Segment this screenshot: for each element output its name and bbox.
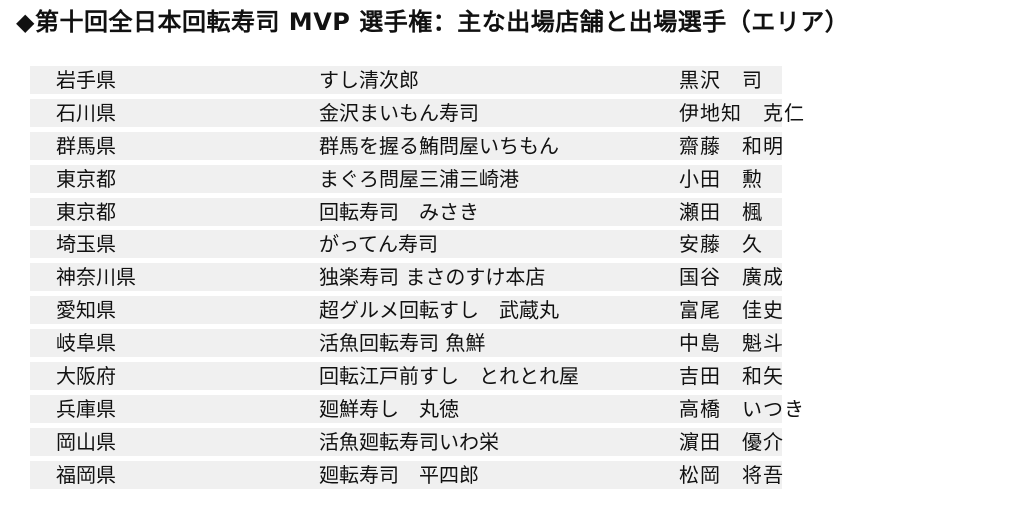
shop-cell: 活魚回転寿司 魚鮮 bbox=[319, 331, 486, 356]
page-title: ◆第十回全日本回転寿司 MVP 選手権：主な出場店舗と出場選手（エリア） bbox=[16, 8, 850, 36]
shop-cell: 群馬を握る鮪問屋いちもん bbox=[319, 133, 559, 158]
row-background bbox=[30, 296, 782, 325]
table-row: 岐阜県 活魚回転寿司 魚鮮 中島 魁斗 bbox=[30, 327, 784, 360]
player-cell: 富尾 佳史 bbox=[679, 298, 784, 323]
player-cell: 中島 魁斗 bbox=[679, 331, 784, 356]
row-background bbox=[30, 460, 782, 489]
table-row: 大阪府 回転江戸前すし とれとれ屋 吉田 和矢 bbox=[30, 360, 784, 393]
player-cell: 瀬田 楓 bbox=[679, 199, 763, 224]
table-row: 愛知県 超グルメ回転すし 武蔵丸 富尾 佳史 bbox=[30, 294, 784, 327]
shop-cell: 回転江戸前すし とれとれ屋 bbox=[319, 364, 579, 389]
player-cell: 安藤 久 bbox=[679, 232, 763, 257]
prefecture-cell: 石川県 bbox=[56, 100, 116, 125]
table-row: 群馬県 群馬を握る鮪問屋いちもん 齋藤 和明 bbox=[30, 130, 784, 163]
table-row: 岩手県 すし清次郎 黒沢 司 bbox=[30, 64, 782, 97]
player-cell: 黒沢 司 bbox=[679, 68, 763, 92]
table-row: 福岡県 廻転寿司 平四郎 松岡 将吾 bbox=[30, 459, 784, 492]
player-cell: 吉田 和矢 bbox=[679, 364, 784, 389]
player-cell: 小田 勲 bbox=[679, 166, 763, 191]
row-background bbox=[30, 362, 782, 391]
prefecture-cell: 愛知県 bbox=[56, 298, 116, 323]
row-background bbox=[30, 66, 782, 94]
prefecture-cell: 東京都 bbox=[56, 166, 116, 191]
table-row: 兵庫県 廻鮮寿し 丸徳 高橋 いつき bbox=[30, 393, 804, 426]
player-cell: 松岡 将吾 bbox=[679, 462, 784, 487]
shop-cell: 廻鮮寿し 丸徳 bbox=[319, 396, 459, 421]
shop-cell: 回転寿司 みさき bbox=[319, 199, 479, 224]
prefecture-cell: 岩手県 bbox=[56, 68, 116, 92]
player-cell: 高橋 いつき bbox=[679, 396, 805, 421]
prefecture-cell: 大阪府 bbox=[56, 364, 116, 389]
table-row: 神奈川県 独楽寿司 まさのすけ本店 国谷 廣成 bbox=[30, 261, 784, 294]
row-background bbox=[30, 263, 782, 292]
shop-cell: 独楽寿司 まさのすけ本店 bbox=[319, 265, 546, 290]
table-row: 岡山県 活魚廻転寿司いわ栄 濵田 優介 bbox=[30, 426, 784, 459]
row-background bbox=[30, 164, 782, 193]
prefecture-cell: 岡山県 bbox=[56, 429, 116, 454]
prefecture-cell: 埼玉県 bbox=[56, 232, 116, 257]
table-row: 埼玉県 がってん寿司 安藤 久 bbox=[30, 228, 782, 261]
row-background bbox=[30, 427, 782, 456]
row-background bbox=[30, 329, 782, 358]
shop-cell: 超グルメ回転すし 武蔵丸 bbox=[319, 298, 559, 323]
prefecture-cell: 岐阜県 bbox=[56, 331, 116, 356]
shop-cell: すし清次郎 bbox=[319, 68, 419, 92]
row-background bbox=[30, 230, 782, 259]
player-cell: 齋藤 和明 bbox=[679, 133, 784, 158]
player-cell: 国谷 廣成 bbox=[679, 265, 784, 290]
prefecture-cell: 東京都 bbox=[56, 199, 116, 224]
participants-table: 岩手県 すし清次郎 黒沢 司 石川県 金沢まいもん寿司 伊地知 克仁 群馬県 群… bbox=[30, 64, 804, 492]
row-background bbox=[30, 394, 782, 423]
table-row: 東京都 回転寿司 みさき 瀬田 楓 bbox=[30, 196, 782, 229]
shop-cell: 活魚廻転寿司いわ栄 bbox=[319, 429, 499, 454]
shop-cell: 廻転寿司 平四郎 bbox=[319, 462, 479, 487]
table-row: 石川県 金沢まいもん寿司 伊地知 克仁 bbox=[30, 97, 804, 130]
player-cell: 伊地知 克仁 bbox=[679, 100, 805, 125]
shop-cell: 金沢まいもん寿司 bbox=[319, 100, 479, 125]
row-background bbox=[30, 131, 782, 160]
row-background bbox=[30, 98, 782, 127]
prefecture-cell: 神奈川県 bbox=[56, 265, 136, 290]
prefecture-cell: 福岡県 bbox=[56, 462, 116, 487]
shop-cell: がってん寿司 bbox=[319, 232, 438, 257]
prefecture-cell: 群馬県 bbox=[56, 133, 116, 158]
shop-cell: まぐろ問屋三浦三崎港 bbox=[319, 166, 519, 191]
prefecture-cell: 兵庫県 bbox=[56, 396, 116, 421]
table-row: 東京都 まぐろ問屋三浦三崎港 小田 勲 bbox=[30, 163, 782, 196]
player-cell: 濵田 優介 bbox=[679, 429, 784, 454]
row-background bbox=[30, 197, 782, 226]
